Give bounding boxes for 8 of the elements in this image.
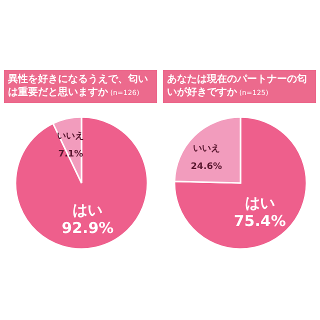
- slice-label: いいえ: [192, 143, 220, 154]
- slice-label: はい: [244, 194, 275, 212]
- pie-slice: [174, 116, 308, 250]
- data-label: 92.9%: [62, 219, 114, 238]
- data-label: 75.4%: [234, 212, 286, 230]
- data-label: 24.6%: [190, 162, 222, 172]
- pie-slice: [14, 116, 148, 250]
- slice-label: はい: [72, 201, 103, 220]
